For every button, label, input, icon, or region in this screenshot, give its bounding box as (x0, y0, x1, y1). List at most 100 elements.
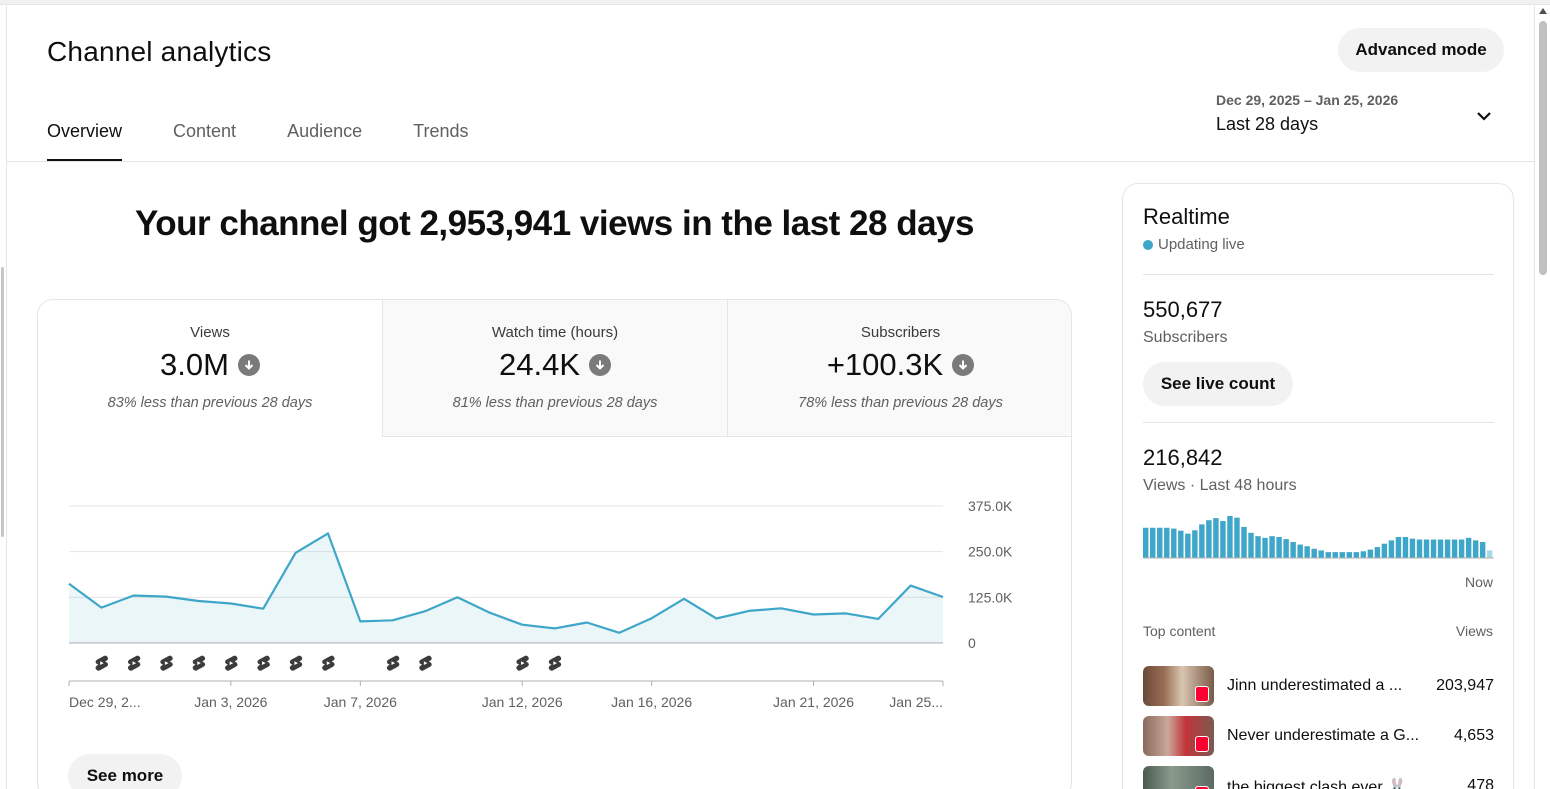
divider (1143, 422, 1494, 423)
realtime-bar (1234, 517, 1240, 558)
data-point (261, 607, 265, 611)
see-live-count-button[interactable]: See live count (1143, 362, 1293, 406)
data-point (294, 551, 298, 555)
top-content-item[interactable]: the biggest clash ever 🐰 478 (1143, 766, 1494, 789)
date-range-picker[interactable]: Dec 29, 2025 – Jan 25, 2026 Last 28 days (1216, 92, 1504, 142)
realtime-bar (1388, 540, 1395, 558)
x-tick-label: Jan 16, 2026 (611, 694, 692, 710)
video-thumbnail[interactable] (1143, 666, 1214, 706)
realtime-views-label: Views · Last 48 hours (1143, 477, 1297, 494)
data-point (553, 626, 557, 630)
metric-views[interactable]: Views 3.0M 83% less than previous 28 day… (38, 300, 383, 437)
metric-label: Subscribers (860, 324, 941, 341)
realtime-bar (1346, 552, 1352, 558)
shorts-icon[interactable] (257, 655, 270, 671)
realtime-now-label: Now (1464, 574, 1493, 590)
overview-chart-card: Views 3.0M 83% less than previous 28 day… (37, 299, 1072, 789)
realtime-views-bar-chart[interactable] (1143, 512, 1494, 564)
views-chart[interactable]: 0 125.0K 250.0K 375.0K Dec 29, 2... Jan 3, 20… (38, 437, 1072, 737)
data-point (812, 613, 816, 617)
video-thumbnail[interactable] (1143, 766, 1214, 789)
arrow-down-circle-icon (952, 354, 975, 376)
advanced-mode-button[interactable]: Advanced mode (1338, 28, 1504, 72)
shorts-icon[interactable] (127, 655, 141, 671)
scrollbar[interactable] (1534, 5, 1550, 789)
realtime-bar (1437, 539, 1444, 558)
realtime-bar (1150, 527, 1156, 558)
sidebar-handle[interactable] (1, 267, 4, 537)
realtime-bar (1353, 552, 1360, 558)
data-point (164, 595, 168, 599)
data-point (326, 531, 330, 535)
realtime-views-count: 216,842 (1143, 445, 1223, 470)
scrollbar-thumb[interactable] (1539, 21, 1547, 275)
realtime-bar (1465, 537, 1472, 558)
realtime-bar (1325, 552, 1331, 558)
data-point (779, 606, 783, 610)
data-point (844, 611, 848, 615)
realtime-bar (1451, 539, 1458, 558)
realtime-card: Realtime Updating live 550,677 Subscribe… (1122, 183, 1514, 789)
realtime-bar (1269, 536, 1275, 558)
shorts-icon[interactable] (225, 655, 238, 671)
shorts-icon[interactable] (160, 655, 173, 671)
metric-subscribers[interactable]: Subscribers +100.3K 78% less than previo… (728, 300, 1071, 437)
data-point (132, 594, 136, 598)
see-more-button[interactable]: See more (68, 754, 182, 789)
shorts-icon[interactable] (386, 655, 400, 671)
realtime-bar (1458, 539, 1465, 558)
realtime-bar (1444, 539, 1451, 558)
shorts-icon[interactable] (548, 655, 562, 671)
scroll-up-arrow-icon[interactable] (1539, 8, 1547, 14)
date-range-label: Last 28 days (1216, 114, 1319, 134)
metric-watch-time[interactable]: Watch time (hours) 24.4K 81% less than p… (383, 300, 728, 437)
divider (1143, 274, 1494, 275)
data-point (714, 617, 718, 621)
shorts-icon[interactable] (322, 655, 335, 671)
metric-comparison: 81% less than previous 28 days (452, 395, 658, 411)
realtime-bar (1360, 551, 1367, 558)
shorts-icon[interactable] (95, 655, 109, 671)
shorts-icon[interactable] (419, 655, 432, 671)
realtime-bar (1171, 528, 1177, 558)
realtime-bar (1157, 527, 1163, 558)
arrow-down-circle-icon (589, 354, 611, 376)
shorts-icon[interactable] (192, 655, 206, 671)
subscribers-label: Subscribers (1143, 329, 1228, 346)
metric-comparison: 78% less than previous 28 days (798, 395, 1003, 411)
top-content-title[interactable]: Jinn underestimated a ... (1227, 677, 1403, 694)
tab-overview[interactable]: Overview (47, 118, 123, 162)
shorts-icon[interactable] (289, 655, 303, 671)
shorts-icon[interactable] (516, 655, 529, 671)
tab-bar: Overview Content Audience Trends (47, 118, 519, 162)
data-point (423, 609, 427, 613)
data-point (585, 621, 589, 625)
tab-trends[interactable]: Trends (413, 121, 469, 141)
top-content-item[interactable]: Never underestimate a G... 4,653 (1143, 716, 1494, 756)
metric-value: +100.3K (826, 347, 944, 382)
series-line (68, 532, 944, 634)
chevron-down-icon[interactable] (1476, 108, 1492, 124)
y-tick-label: 250.0K (968, 544, 1013, 560)
data-point (358, 619, 362, 623)
top-content-title[interactable]: the biggest clash ever 🐰 (1227, 779, 1408, 789)
video-thumbnail[interactable] (1143, 716, 1214, 756)
realtime-bar (1143, 527, 1149, 558)
top-content-title[interactable]: Never underestimate a G... (1227, 727, 1420, 744)
top-content-item[interactable]: Jinn underestimated a ... 203,947 (1143, 666, 1494, 706)
data-point (391, 618, 395, 622)
top-content-heading: Top content (1143, 623, 1216, 639)
shorts-icon (1195, 686, 1209, 702)
metric-value: 3.0M (160, 347, 229, 382)
tab-content[interactable]: Content (173, 121, 237, 141)
realtime-bar (1185, 533, 1191, 558)
subscribers-count: 550,677 (1143, 297, 1223, 322)
data-point (455, 595, 459, 599)
x-tick-label: Jan 25... (889, 694, 943, 710)
tab-audience[interactable]: Audience (287, 121, 363, 141)
realtime-title: Realtime (1143, 204, 1230, 229)
realtime-bar (1318, 550, 1324, 558)
top-content-views-heading: Views (1455, 623, 1493, 639)
metric-comparison: 83% less than previous 28 days (107, 395, 313, 411)
realtime-bar (1192, 530, 1198, 558)
